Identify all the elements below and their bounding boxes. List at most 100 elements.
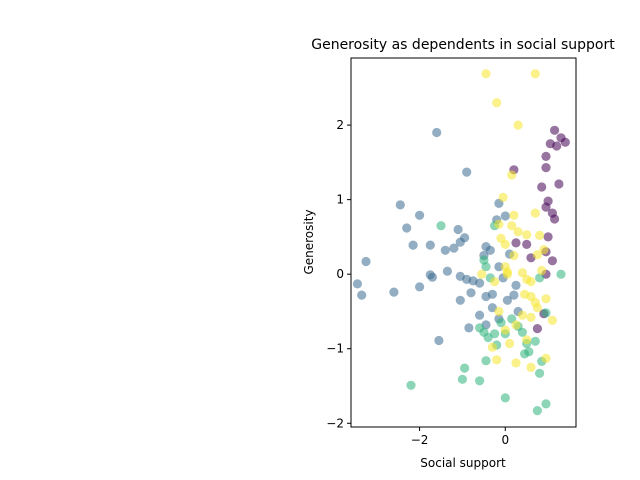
data-point	[481, 262, 491, 272]
data-point	[547, 315, 558, 325]
data-point	[498, 192, 508, 202]
data-point	[500, 325, 510, 335]
data-point	[502, 269, 512, 279]
data-point	[517, 327, 528, 337]
data-point	[532, 324, 543, 334]
data-points	[352, 69, 570, 416]
data-point	[453, 224, 463, 235]
y-tick-label: −2	[326, 416, 344, 430]
data-point	[539, 245, 549, 255]
data-point	[455, 295, 465, 305]
data-point	[552, 141, 562, 151]
data-point	[507, 170, 517, 180]
data-point	[492, 355, 502, 365]
data-point	[537, 265, 547, 276]
data-point	[532, 250, 543, 260]
y-tick-label: 2	[336, 118, 344, 132]
data-point	[541, 294, 551, 304]
data-point	[522, 335, 532, 345]
data-point	[402, 223, 412, 233]
data-point	[511, 280, 521, 290]
plot-frame	[350, 57, 577, 428]
data-point	[464, 323, 474, 333]
data-point	[526, 362, 536, 372]
data-point	[434, 335, 444, 346]
data-point	[535, 230, 545, 240]
data-point	[490, 277, 500, 287]
data-point	[524, 347, 534, 357]
data-point	[432, 127, 442, 138]
data-point	[481, 69, 491, 79]
data-point	[547, 256, 558, 266]
x-tick-label: 0	[501, 433, 509, 447]
data-point	[361, 256, 371, 267]
data-point	[477, 269, 487, 279]
data-point	[494, 262, 504, 272]
data-point	[541, 399, 551, 409]
x-tick-label: −2	[411, 433, 429, 447]
data-point	[494, 219, 504, 229]
data-point	[352, 279, 362, 289]
data-point	[517, 268, 528, 278]
data-point	[455, 237, 465, 247]
data-point	[511, 320, 521, 330]
data-point	[415, 210, 425, 220]
data-point	[522, 230, 532, 240]
data-point	[500, 239, 510, 249]
data-point	[513, 227, 523, 237]
data-point	[550, 214, 560, 224]
data-point	[496, 318, 506, 328]
data-point	[475, 310, 485, 320]
data-point	[554, 179, 564, 189]
data-point	[415, 282, 425, 292]
data-point	[530, 69, 540, 79]
data-point	[460, 363, 470, 373]
data-point	[513, 120, 523, 130]
data-point	[535, 273, 545, 283]
data-point	[550, 125, 560, 135]
data-point	[509, 290, 519, 300]
data-point	[442, 266, 452, 276]
data-point	[440, 245, 450, 255]
data-point	[509, 210, 519, 220]
data-point	[541, 202, 551, 212]
data-point	[517, 310, 528, 320]
data-point	[487, 289, 497, 299]
data-point	[406, 380, 416, 390]
data-point	[494, 306, 504, 317]
data-point	[466, 288, 476, 298]
data-point	[502, 295, 512, 305]
data-point	[507, 221, 517, 231]
data-point	[462, 167, 472, 177]
data-point	[522, 239, 532, 249]
chart-title: Generosity as dependents in social suppo…	[311, 37, 615, 53]
data-point	[556, 269, 566, 279]
data-point	[485, 245, 495, 255]
data-point	[500, 393, 510, 403]
data-point	[457, 374, 467, 384]
data-point	[511, 358, 521, 368]
data-point	[427, 272, 437, 282]
data-point	[532, 406, 543, 416]
data-point	[500, 211, 510, 221]
data-point	[395, 200, 405, 210]
data-point	[357, 290, 367, 300]
data-point	[408, 240, 418, 250]
data-point	[487, 342, 497, 352]
data-point	[475, 376, 485, 386]
data-point	[541, 163, 551, 173]
data-point	[511, 238, 521, 248]
data-point	[541, 353, 551, 363]
data-point	[532, 303, 543, 313]
data-point	[530, 336, 540, 346]
data-point	[389, 287, 399, 297]
data-point	[492, 98, 502, 108]
data-point	[537, 182, 547, 192]
data-point	[509, 250, 519, 261]
data-point	[526, 312, 536, 322]
y-tick-label: −1	[326, 342, 344, 356]
data-point	[425, 240, 435, 250]
data-point	[526, 277, 536, 287]
